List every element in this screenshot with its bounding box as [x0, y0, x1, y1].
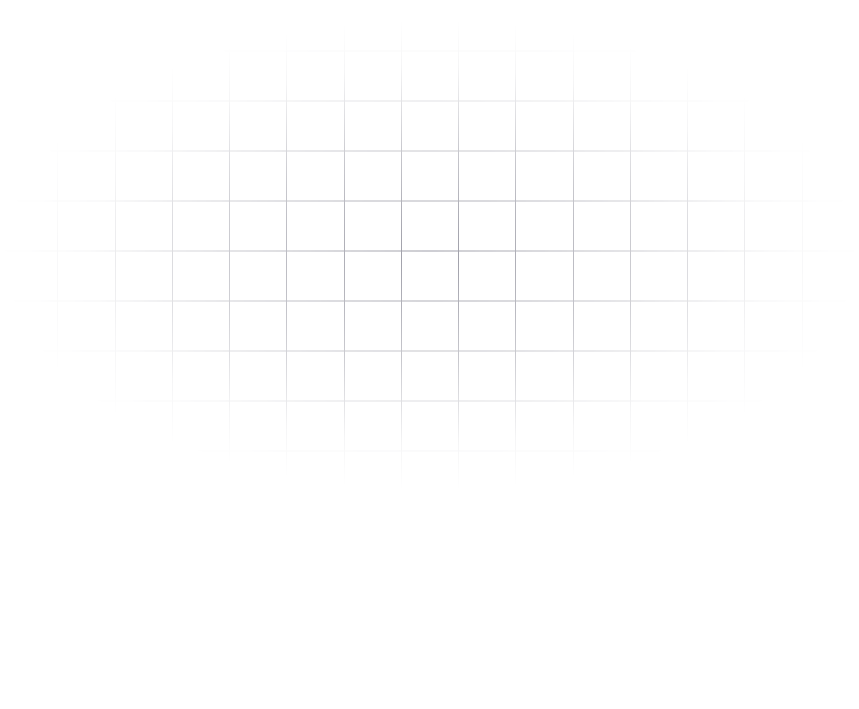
grid-lines	[0, 0, 859, 709]
grid-background	[0, 0, 859, 709]
